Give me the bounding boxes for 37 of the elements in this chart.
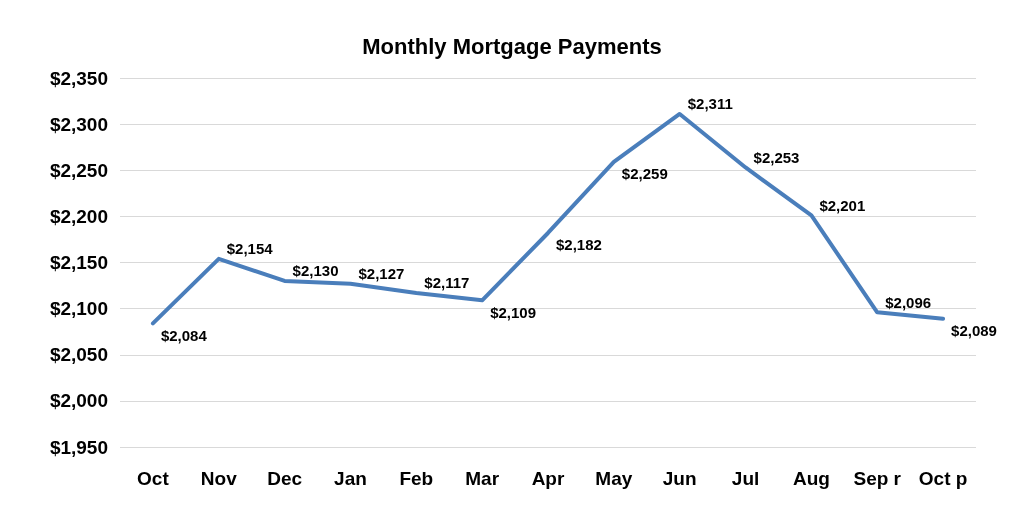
x-tick-label: Jan <box>334 468 367 489</box>
data-label: $2,127 <box>358 265 405 283</box>
line-series <box>150 111 946 326</box>
data-label: $2,253 <box>753 148 800 166</box>
data-label: $2,084 <box>160 326 208 344</box>
x-tick-label: Aug <box>792 468 830 489</box>
y-tick-label: $2,300 <box>49 113 108 135</box>
y-tick-label: $2,050 <box>49 344 108 366</box>
y-tick-label: $1,950 <box>49 436 108 458</box>
x-tick-label: Mar <box>465 468 500 489</box>
y-tick-label: $2,350 <box>49 67 108 89</box>
x-tick-label: Jul <box>731 468 760 489</box>
y-tick-label: $2,250 <box>49 159 108 181</box>
y-tick-label: $2,000 <box>49 390 108 412</box>
data-label: $2,311 <box>687 95 733 113</box>
y-tick-label: $2,150 <box>49 252 108 273</box>
x-tick-label: Feb <box>399 468 434 489</box>
data-label: $2,154 <box>226 240 274 258</box>
chart-title: Monthly Mortgage Payments <box>362 33 662 59</box>
x-tick-label: Nov <box>200 468 238 489</box>
x-tick-label: Jun <box>662 468 697 489</box>
data-label: $2,109 <box>490 303 537 321</box>
data-label: $2,201 <box>819 196 866 214</box>
x-tick-label: Dec <box>267 468 303 489</box>
y-tick-label: $2,200 <box>49 205 108 227</box>
x-tick-label: Apr <box>531 468 565 489</box>
data-label: $2,096 <box>885 293 932 311</box>
data-label: $2,117 <box>424 274 470 292</box>
data-label: $2,259 <box>621 165 668 183</box>
x-tick-label: Oct <box>137 468 170 489</box>
data-label: $2,130 <box>292 262 339 280</box>
x-tick-label: Oct p <box>918 468 968 489</box>
y-tick-label: $2,100 <box>49 298 108 320</box>
x-tick-label: Sep r <box>853 468 902 489</box>
data-label: $2,089 <box>951 322 997 340</box>
x-tick-label: May <box>595 468 633 489</box>
data-label: $2,182 <box>556 236 602 254</box>
